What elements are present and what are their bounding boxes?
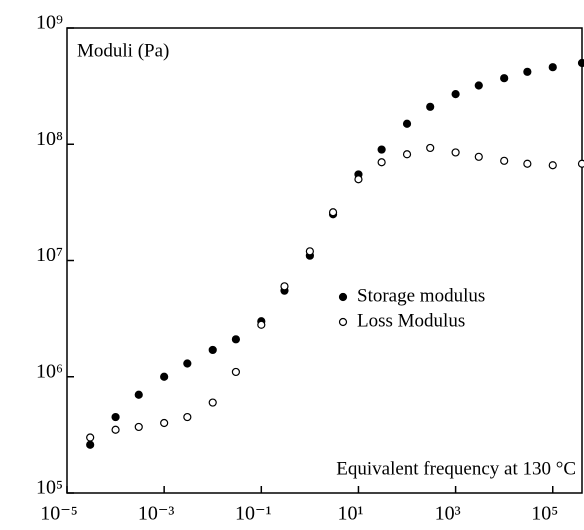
data-point bbox=[426, 143, 435, 153]
plot-frame bbox=[66, 27, 583, 494]
y-tick-label: 10⁸ bbox=[36, 128, 63, 150]
data-point bbox=[183, 412, 192, 422]
data-point bbox=[231, 367, 241, 377]
data-point bbox=[160, 418, 169, 428]
data-point bbox=[208, 398, 217, 407]
data-point bbox=[451, 148, 460, 157]
x-tick-label: 10¹ bbox=[337, 503, 363, 525]
data-point bbox=[523, 67, 532, 76]
data-point bbox=[426, 102, 435, 111]
data-point bbox=[474, 81, 483, 90]
data-point bbox=[500, 74, 509, 83]
y-tick-label: 10⁹ bbox=[36, 12, 63, 34]
x-tick-label: 10³ bbox=[435, 503, 461, 525]
annotation: Equivalent frequency at 130 °C bbox=[336, 458, 576, 479]
x-tick-label: 10⁻¹ bbox=[235, 503, 272, 525]
data-point bbox=[377, 158, 386, 167]
data-point bbox=[328, 208, 338, 217]
data-point bbox=[86, 433, 95, 442]
x-tick-label: 10⁻⁵ bbox=[40, 503, 78, 525]
y-tick-label: 10⁵ bbox=[36, 477, 63, 499]
data-point bbox=[231, 335, 241, 344]
data-point bbox=[402, 119, 412, 128]
data-point bbox=[160, 372, 169, 381]
data-point bbox=[548, 161, 557, 170]
x-tick-label: 10⁵ bbox=[531, 503, 558, 525]
data-point bbox=[257, 320, 266, 329]
data-point bbox=[305, 247, 314, 256]
y-tick-label: 10⁶ bbox=[36, 360, 63, 382]
data-point bbox=[354, 175, 363, 184]
data-point bbox=[548, 63, 557, 72]
data-point bbox=[474, 152, 483, 161]
x-tick-label: 10⁻³ bbox=[138, 503, 175, 525]
legend-label: Storage modulus bbox=[357, 285, 485, 306]
data-point bbox=[451, 90, 460, 99]
legend-marker bbox=[338, 292, 348, 302]
data-point bbox=[134, 422, 143, 432]
legend-marker bbox=[338, 317, 348, 327]
y-tick-label: 10⁷ bbox=[36, 244, 63, 266]
data-point bbox=[500, 156, 509, 165]
data-point bbox=[111, 425, 120, 434]
data-point bbox=[183, 359, 192, 368]
data-point bbox=[280, 282, 289, 291]
data-point bbox=[523, 159, 532, 168]
legend-label: Loss Modulus bbox=[357, 310, 465, 331]
data-point bbox=[577, 159, 584, 168]
data-point bbox=[86, 440, 95, 449]
data-point bbox=[377, 145, 386, 154]
data-point bbox=[577, 58, 584, 68]
y-axis-label: Moduli (Pa) bbox=[77, 40, 169, 61]
data-point bbox=[134, 390, 143, 399]
data-point bbox=[402, 150, 412, 159]
data-point bbox=[208, 345, 217, 355]
data-point bbox=[111, 412, 120, 422]
